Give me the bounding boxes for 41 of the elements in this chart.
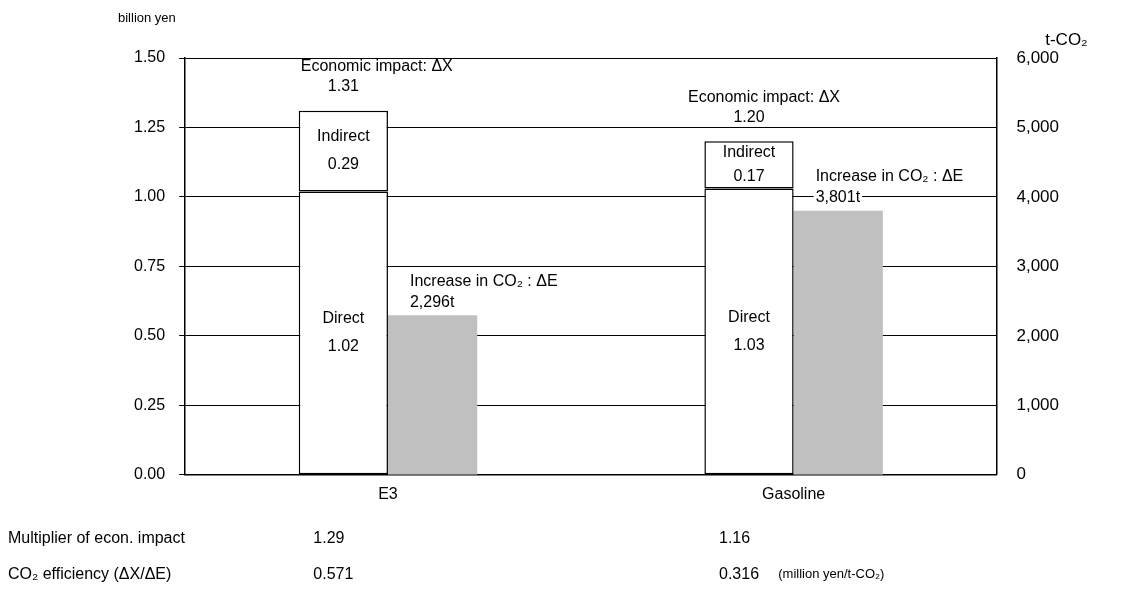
data-label: 1.03 <box>733 335 765 353</box>
data-label: 1.02 <box>327 337 360 355</box>
data-label: 0.29 <box>327 155 360 173</box>
y-tick-label: 1.25 <box>134 117 166 135</box>
text: CO₂ efficiency (ΔX/ΔE) <box>8 565 172 583</box>
y-axis-title: billion yen <box>118 9 176 25</box>
y2-tick-label: 6,000 <box>1016 47 1060 67</box>
text: 1.16 <box>719 529 751 547</box>
text: 0.571 <box>313 565 354 583</box>
total-label: 1.31 <box>327 77 360 95</box>
text: (million yen/t-CO₂) <box>778 566 885 582</box>
y-tick-label: 0.00 <box>134 465 166 483</box>
text: Direct <box>728 307 770 325</box>
series-label: Indirect <box>722 143 776 161</box>
y2-tick-label: 2,000 <box>1016 325 1060 345</box>
y-tick-label: 1.00 <box>134 187 166 205</box>
y2-tick-label: 3,000 <box>1016 256 1060 276</box>
text: Increase in CO₂ : ΔE <box>409 271 558 289</box>
annotation: Economic impact: ΔX <box>687 87 841 105</box>
y2-tick-label: 4,000 <box>1016 186 1060 206</box>
data-label: 3,801t <box>815 188 861 206</box>
x-tick-label: Gasoline <box>762 484 826 502</box>
data-label: 0.17 <box>733 167 765 185</box>
series-label: Direct <box>322 309 365 327</box>
series-label: Increase in CO₂ : ΔE <box>815 167 964 185</box>
y2-tick-label: 0 <box>1016 464 1026 484</box>
annotation: Economic impact: ΔX <box>300 57 454 75</box>
y2-axis-title: t-CO₂ <box>1045 29 1088 49</box>
y-tick-label: 1.50 <box>134 48 166 66</box>
y2-tick-label: 1,000 <box>1016 395 1060 415</box>
y2-tick-label: 5,000 <box>1016 117 1060 137</box>
text: Multiplier of econ. impact <box>8 529 186 547</box>
total-label: 1.20 <box>733 107 765 125</box>
text: 1.29 <box>313 529 345 547</box>
y-tick-label: 0.75 <box>134 256 166 274</box>
data-label: 2,296t <box>409 292 456 310</box>
y-tick-label: 0.25 <box>134 395 166 413</box>
text: 0.316 <box>719 565 760 583</box>
y-tick-label: 0.50 <box>134 326 166 344</box>
x-tick-label: E3 <box>378 484 398 502</box>
text: Indirect <box>317 127 370 145</box>
